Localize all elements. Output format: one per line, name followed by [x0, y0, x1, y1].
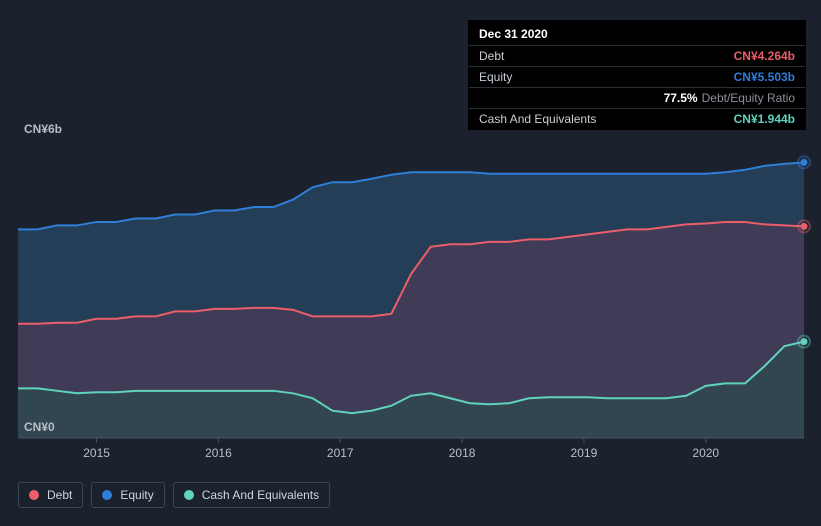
x-tick-label: 2015: [83, 446, 110, 460]
legend-label: Cash And Equivalents: [202, 488, 319, 502]
tooltip-row-suffix: Debt/Equity Ratio: [702, 91, 795, 105]
tooltip-row-label: Equity: [479, 70, 734, 84]
legend-item-cash-and-equivalents[interactable]: Cash And Equivalents: [173, 482, 330, 508]
marker-debt: [801, 223, 808, 230]
legend-label: Equity: [120, 488, 153, 502]
x-tick-label: 2016: [205, 446, 232, 460]
tooltip-row-label: Cash And Equivalents: [479, 112, 734, 126]
tooltip-row-value: CN¥5.503b: [734, 70, 795, 84]
tooltip-row-value: CN¥1.944b: [734, 112, 795, 126]
x-tick-label: 2018: [449, 446, 476, 460]
tooltip-row-value-text: 77.5%: [664, 91, 698, 105]
tooltip-row-value-text: CN¥1.944b: [734, 112, 795, 126]
x-tick-label: 2017: [327, 446, 354, 460]
legend-item-debt[interactable]: Debt: [18, 482, 83, 508]
tooltip: Dec 31 2020DebtCN¥4.264bEquityCN¥5.503b7…: [468, 20, 806, 130]
legend-label: Debt: [47, 488, 72, 502]
legend-swatch: [29, 490, 39, 500]
tooltip-row-value-text: CN¥5.503b: [734, 70, 795, 84]
tooltip-row: DebtCN¥4.264b: [469, 45, 805, 66]
y-axis-top-label: CN¥6b: [24, 122, 62, 136]
y-axis-bottom-label: CN¥0: [24, 420, 55, 434]
tooltip-row: 77.5% Debt/Equity Ratio: [469, 87, 805, 108]
tooltip-row-value-text: CN¥4.264b: [734, 49, 795, 63]
tooltip-row-label: [479, 91, 664, 105]
tooltip-row-label: Debt: [479, 49, 734, 63]
tooltip-row-value: 77.5% Debt/Equity Ratio: [664, 91, 795, 105]
marker-equity: [801, 159, 808, 166]
marker-cash: [801, 338, 808, 345]
tooltip-row: Cash And EquivalentsCN¥1.944b: [469, 108, 805, 129]
legend-item-equity[interactable]: Equity: [91, 482, 164, 508]
legend: Debt Equity Cash And Equivalents: [18, 482, 330, 508]
x-tick-label: 2020: [692, 446, 719, 460]
x-tick-label: 2019: [571, 446, 598, 460]
tooltip-title: Dec 31 2020: [469, 21, 805, 45]
legend-swatch: [184, 490, 194, 500]
tooltip-row: EquityCN¥5.503b: [469, 66, 805, 87]
tooltip-row-value: CN¥4.264b: [734, 49, 795, 63]
legend-swatch: [102, 490, 112, 500]
